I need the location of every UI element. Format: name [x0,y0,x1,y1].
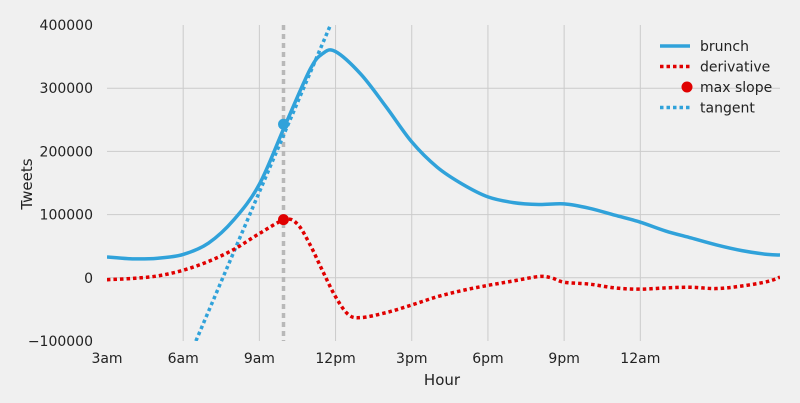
legend-label: max slope [700,80,772,96]
y-tick-label: 0 [84,271,93,287]
ticks: 3am 6am 9am 12pm 3pm 6pm 9pm 12am −100000 0 100000… [28,18,661,367]
y-tick-label: 200000 [40,144,93,160]
y-tick-label: 300000 [40,81,93,97]
legend-item-max-slope: max slope [681,80,772,96]
series-layer [107,25,780,341]
x-axis-label: Hour [424,371,461,389]
x-tick-label: 9pm [548,351,579,367]
legend-item-derivative: derivative [660,60,770,76]
x-tick-label: 3pm [396,351,427,367]
grid [107,25,780,341]
y-tick-label: −100000 [28,334,93,350]
legend-label: derivative [700,60,770,76]
legend-item-brunch: brunch [660,39,749,55]
x-tick-label: 12am [620,351,660,367]
x-tick-label: 3am [91,351,122,367]
max-slope-point [278,214,290,226]
x-tick-label: 12pm [315,351,355,367]
max-slope-point [278,118,290,130]
tangent-line [194,25,333,341]
derivative-line [107,217,780,320]
legend-label: tangent [700,101,755,117]
legend: brunch derivative max slope tangent [660,39,772,117]
x-tick-label: 6pm [472,351,503,367]
y-tick-label: 400000 [40,18,93,34]
x-tick-label: 9am [244,351,275,367]
x-tick-label: 6am [168,351,199,367]
legend-label: brunch [700,39,749,55]
brunch-line [107,48,780,261]
plot-area [107,25,780,341]
y-axis-label: Tweets [18,158,36,210]
legend-marker [681,81,693,93]
y-tick-label: 100000 [40,208,93,224]
legend-item-tangent: tangent [660,101,755,117]
